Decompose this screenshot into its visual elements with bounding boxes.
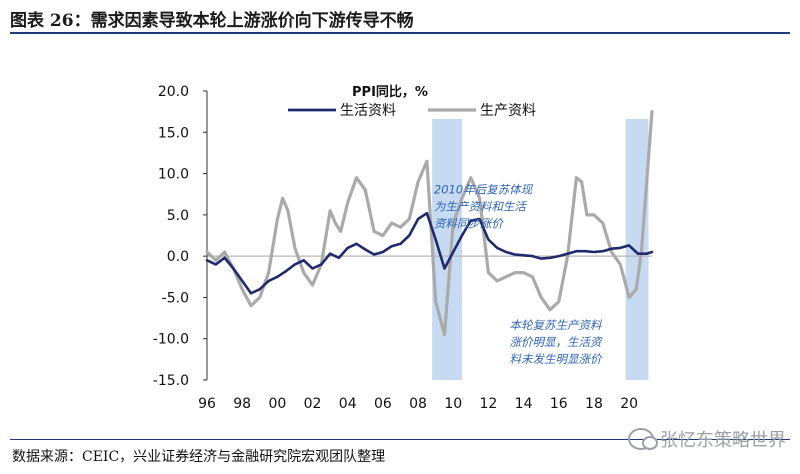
watermark: 张忆东策略世界 bbox=[628, 426, 786, 452]
shaded-periods bbox=[432, 119, 649, 380]
x-tick-label: 04 bbox=[339, 396, 357, 412]
annotation-2-line: 料未发生明显涨价 bbox=[510, 352, 603, 366]
x-tick-label: 16 bbox=[550, 396, 568, 412]
watermark-text: 张忆东策略世界 bbox=[660, 430, 786, 451]
y-tick-label: 15.0 bbox=[158, 125, 189, 141]
x-tick-label: 14 bbox=[515, 396, 533, 412]
legend-consumer-goods-label: 生活资料 bbox=[340, 103, 396, 119]
annotations: 2010年后复苏体现为生产资料和生活资料同步涨价本轮复苏生产资料涨价明显，生活资… bbox=[434, 182, 603, 365]
ppi-line-chart: 20.0 15.0 10.0 5.0 0.0 -5.0 -10.0 -15.0 96 98 00 0… bbox=[153, 84, 654, 412]
legend: 生活资料 生产资料 bbox=[288, 103, 536, 119]
x-tick-label: 00 bbox=[268, 396, 286, 412]
y-tick-label: 5.0 bbox=[167, 208, 189, 224]
shaded-period-2 bbox=[625, 119, 649, 380]
annotation-2-line: 涨价明显，生活资 bbox=[510, 335, 603, 349]
series-line-producer-goods bbox=[205, 109, 654, 337]
x-tick-label: 08 bbox=[409, 396, 427, 412]
series-lines bbox=[205, 109, 654, 337]
x-tick-label: 06 bbox=[374, 396, 392, 412]
legend-producer-goods-label: 生产资料 bbox=[480, 103, 536, 119]
wechat-icon bbox=[628, 428, 658, 450]
x-tick-labels: 96 98 00 02 04 06 08 10 12 14 16 18 20 bbox=[198, 396, 638, 412]
y-tick-label: 20.0 bbox=[158, 84, 189, 100]
x-tick-label: 98 bbox=[233, 396, 251, 412]
x-tick-label: 96 bbox=[198, 396, 216, 412]
y-tick-labels: 20.0 15.0 10.0 5.0 0.0 -5.0 -10.0 -15.0 bbox=[153, 84, 207, 389]
y-tick-label: -10.0 bbox=[153, 332, 189, 348]
x-tick-label: 20 bbox=[620, 396, 638, 412]
x-tick-label: 12 bbox=[480, 396, 498, 412]
annotation-1-line: 为生产资料和生活 bbox=[434, 199, 527, 213]
source-rule bbox=[10, 439, 790, 440]
figure-title: 图表 26：需求因素导致本轮上游涨价向下游传导不畅 bbox=[10, 11, 414, 31]
annotation-1-line: 资料同步涨价 bbox=[434, 216, 504, 230]
y-tick-label: 10.0 bbox=[158, 167, 189, 183]
title-rule bbox=[10, 32, 790, 34]
shaded-period-1 bbox=[432, 119, 463, 380]
x-tick-label: 18 bbox=[585, 396, 603, 412]
series-line-consumer-goods bbox=[205, 211, 654, 295]
x-tick-label: 02 bbox=[304, 396, 322, 412]
x-tick-label: 10 bbox=[444, 396, 462, 412]
y-tick-label: -5.0 bbox=[162, 290, 189, 306]
y-tick-label: 0.0 bbox=[167, 249, 189, 265]
annotation-2-line: 本轮复苏生产资料 bbox=[510, 318, 603, 332]
y-tick-label: -15.0 bbox=[153, 373, 189, 389]
source-note: 数据来源：CEIC，兴业证券经济与金融研究院宏观团队整理 bbox=[12, 449, 386, 465]
chart-title: PPI同比，% bbox=[352, 84, 428, 100]
annotation-1-line: 2010年后复苏体现 bbox=[434, 182, 534, 196]
